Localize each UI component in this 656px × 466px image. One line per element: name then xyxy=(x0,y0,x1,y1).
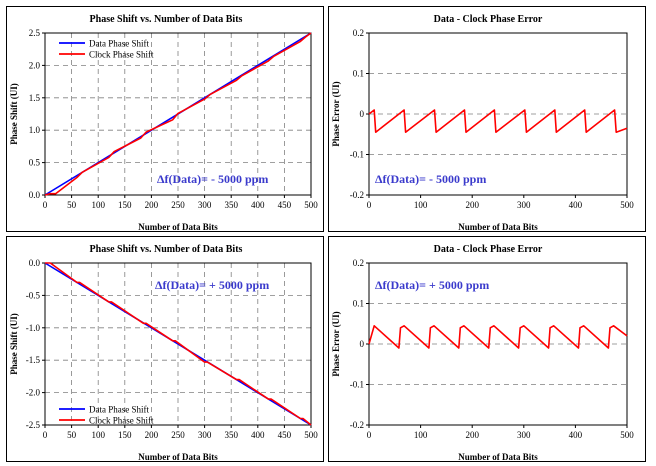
x-tick-label: 200 xyxy=(465,430,479,440)
chart-svg-phase-error-plus: Data - Clock Phase Error 0 100 200 300 400 500… xyxy=(331,244,634,462)
legend-entry: Clock Phase Shift xyxy=(89,50,154,60)
x-tick-label: 50 xyxy=(67,430,77,440)
chart-svg-phase-shift-minus: Phase Shift vs. Number of Data Bits 0 50 10… xyxy=(9,14,318,232)
x-tick-label: 400 xyxy=(569,200,583,210)
series-line-2 xyxy=(44,32,312,196)
ppm-annotation: Δf(Data)= - 5000 ppm xyxy=(157,172,268,186)
legend-entry: Data Phase Shift xyxy=(89,39,149,49)
y-tick-label: 0.1 xyxy=(353,69,364,79)
chart-panel-phase-error-plus: Data - Clock Phase Error 0 100 200 300 400 500… xyxy=(328,236,646,462)
chart-panel-phase-shift-plus: Phase Shift vs. Number of Data Bits 0 50 10… xyxy=(6,236,324,462)
y-tick-label: 1.0 xyxy=(29,125,41,135)
x-tick-label: 450 xyxy=(278,200,292,210)
x-tick-label: 0 xyxy=(367,430,372,440)
chart-title: Data - Clock Phase Error xyxy=(434,14,543,25)
chart-title: Data - Clock Phase Error xyxy=(434,244,543,255)
x-tick-label: 100 xyxy=(414,200,428,210)
x-tick-label: 300 xyxy=(517,200,531,210)
x-tick-label: 400 xyxy=(251,430,265,440)
ppm-annotation: Δf(Data)= - 5000 ppm xyxy=(375,172,486,186)
ppm-annotation: Δf(Data)= + 5000 ppm xyxy=(375,278,489,292)
x-tick-label: 200 xyxy=(145,430,159,440)
y-axis-title: Phase Error (UI) xyxy=(331,311,341,376)
x-tick-label: 0 xyxy=(43,200,48,210)
legend-entry: Data Phase Shift xyxy=(89,405,149,415)
series-line-2 xyxy=(45,262,312,426)
y-tick-label: 0 xyxy=(360,109,365,119)
x-tick-label: 300 xyxy=(198,430,212,440)
y-tick-label: 0 xyxy=(360,339,365,349)
x-tick-label: 500 xyxy=(304,200,318,210)
x-tick-label: 300 xyxy=(517,430,531,440)
x-tick-label: 100 xyxy=(414,430,428,440)
y-tick-label: -2.5 xyxy=(26,420,41,430)
x-tick-label: 450 xyxy=(278,430,292,440)
chart-panel-phase-shift-minus: Phase Shift vs. Number of Data Bits 0 50 10… xyxy=(6,6,324,232)
chart-panel-phase-error-minus: Data - Clock Phase Error 0 100 200 300 400 500… xyxy=(328,6,646,232)
x-tick-label: 200 xyxy=(145,200,159,210)
chart-svg-phase-shift-plus: Phase Shift vs. Number of Data Bits 0 50 10… xyxy=(9,244,318,462)
y-tick-label: 0.0 xyxy=(29,258,41,268)
x-tick-label: 300 xyxy=(198,200,212,210)
x-axis-title: Number of Data Bits xyxy=(138,222,218,232)
x-tick-label: 350 xyxy=(224,200,238,210)
x-tick-label: 350 xyxy=(224,430,238,440)
x-axis-title: Number of Data Bits xyxy=(138,452,218,462)
y-tick-label: -1.5 xyxy=(26,355,41,365)
x-axis-title: Number of Data Bits xyxy=(458,452,538,462)
x-tick-label: 150 xyxy=(118,430,132,440)
y-tick-label: -0.1 xyxy=(350,380,364,390)
x-tick-label: 500 xyxy=(620,200,634,210)
y-tick-label: -0.2 xyxy=(350,190,364,200)
series-line-1 xyxy=(368,109,628,133)
x-tick-label: 100 xyxy=(91,200,105,210)
y-tick-label: 0.2 xyxy=(353,28,364,38)
x-tick-label: 500 xyxy=(304,430,318,440)
chart-title: Phase Shift vs. Number of Data Bits xyxy=(90,244,243,255)
x-tick-label: 200 xyxy=(465,200,479,210)
x-tick-label: 400 xyxy=(569,430,583,440)
x-tick-label: 250 xyxy=(171,200,185,210)
y-tick-label: 1.5 xyxy=(29,93,41,103)
y-tick-label: -0.2 xyxy=(350,420,364,430)
y-tick-label: -0.1 xyxy=(350,150,364,160)
x-tick-label: 150 xyxy=(118,200,132,210)
y-tick-label: -1.0 xyxy=(26,323,41,333)
x-tick-label: 50 xyxy=(67,200,77,210)
y-tick-label: 0.2 xyxy=(353,258,364,268)
ppm-annotation: Δf(Data)= + 5000 ppm xyxy=(155,278,269,292)
x-axis-title: Number of Data Bits xyxy=(458,222,538,232)
x-tick-label: 250 xyxy=(171,430,185,440)
legend-entry: Clock Phase Shift xyxy=(89,416,154,426)
y-tick-label: 0.0 xyxy=(29,190,41,200)
y-tick-label: -0.5 xyxy=(26,290,41,300)
series-line-1 xyxy=(368,325,628,349)
y-tick-label: 0.5 xyxy=(29,158,41,168)
x-tick-label: 100 xyxy=(91,430,105,440)
chart-title: Phase Shift vs. Number of Data Bits xyxy=(90,14,243,25)
y-axis-title: Phase Shift (UI) xyxy=(9,313,19,375)
y-axis-title: Phase Error (UI) xyxy=(331,81,341,146)
x-tick-label: 0 xyxy=(43,430,48,440)
y-axis-title: Phase Shift (UI) xyxy=(9,83,19,145)
y-tick-label: -2.0 xyxy=(26,388,41,398)
y-tick-label: 2.5 xyxy=(29,28,41,38)
x-tick-label: 0 xyxy=(367,200,372,210)
x-tick-label: 500 xyxy=(620,430,634,440)
x-tick-label: 400 xyxy=(251,200,265,210)
y-tick-label: 2.0 xyxy=(29,60,41,70)
y-tick-label: 0.1 xyxy=(353,299,364,309)
chart-svg-phase-error-minus: Data - Clock Phase Error 0 100 200 300 400 500… xyxy=(331,14,634,232)
